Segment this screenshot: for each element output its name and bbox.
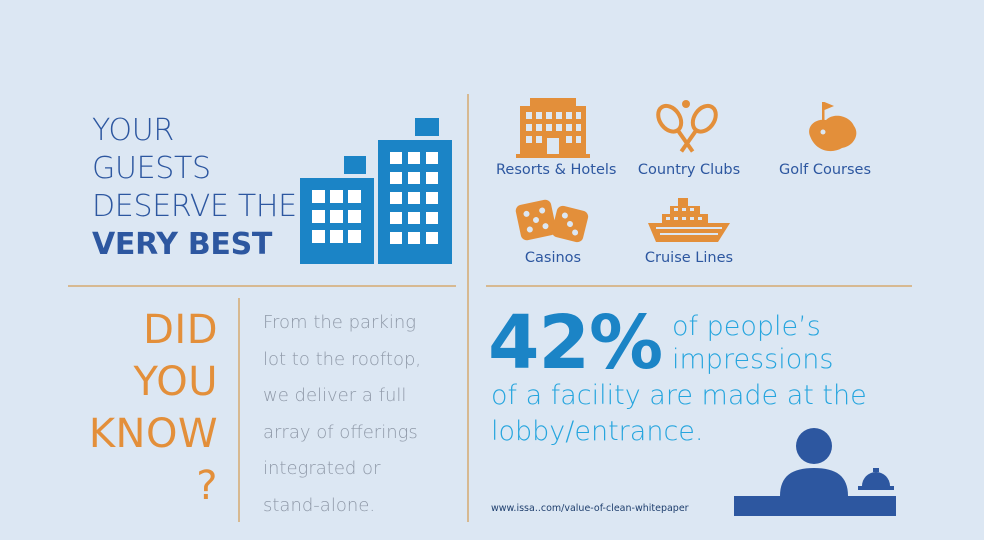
stat-text-line: lobby/entrance. (491, 416, 704, 447)
golf-green-icon (809, 102, 857, 152)
category-label-cruise-lines: Cruise Lines (644, 250, 734, 266)
paragraph-line: From the parking (263, 312, 417, 333)
horizontal-divider-right (486, 285, 912, 287)
vertical-divider-did-you-know (238, 298, 240, 522)
headline-line: DESERVE THE (92, 189, 297, 224)
headline-line: YOUR (92, 113, 174, 148)
stat-text-line: impressions (672, 344, 834, 375)
paragraph-line: lot to the rooftop, (263, 348, 422, 370)
buildings-icon (300, 118, 452, 264)
stat-value: 42% (488, 300, 663, 386)
cruise-ship-icon (648, 198, 730, 242)
horizontal-divider-left (68, 285, 456, 287)
stat-text-line: of a facility are made at the (491, 380, 867, 411)
headline-emphasis: VERY BEST (92, 227, 273, 262)
offerings-paragraph: From the parking lot to the rooftop, we … (263, 305, 463, 524)
paragraph-line: integrated or (263, 458, 381, 479)
category-label-resorts-hotels: Resorts & Hotels (496, 162, 617, 178)
stat-text-line: of people’s (672, 311, 821, 342)
hotel-icon (516, 98, 590, 158)
category-label-golf-courses: Golf Courses (778, 162, 872, 178)
did-you-know-line: ? (196, 463, 218, 509)
headline: YOUR GUESTS DESERVE THE VERY BEST (92, 112, 297, 264)
category-label-country-clubs: Country Clubs (637, 162, 741, 178)
paragraph-line: array of offerings (263, 421, 418, 443)
did-you-know-line: DID (143, 307, 218, 353)
did-you-know-line: KNOW (88, 411, 218, 457)
dice-icon (515, 199, 589, 243)
tennis-rackets-icon (656, 100, 718, 153)
paragraph-line: stand-alone. (263, 494, 376, 516)
paragraph-line: we deliver a full (263, 385, 407, 406)
source-url: www.issa..com/value-of-clean-whitepaper (491, 503, 689, 514)
category-label-casinos: Casinos (524, 250, 582, 266)
headline-line: GUESTS (92, 151, 211, 186)
did-you-know-line: YOU (133, 359, 218, 405)
did-you-know-heading: DID YOU KNOW ? (80, 304, 218, 512)
reception-desk-icon (734, 428, 896, 516)
vertical-divider-main (467, 94, 469, 522)
